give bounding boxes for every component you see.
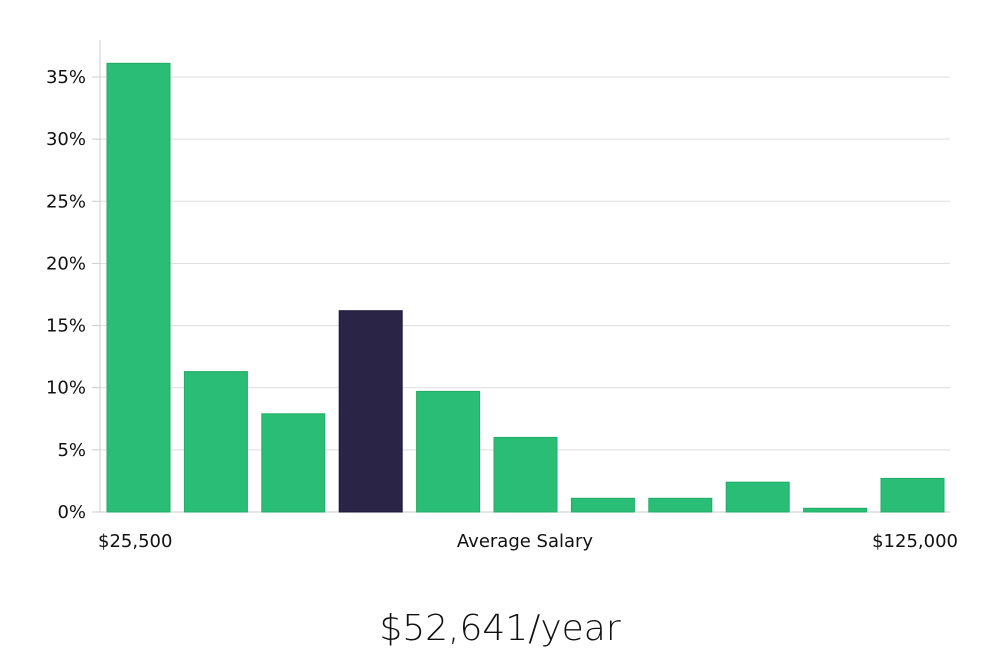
y-tick-label: 20% <box>46 253 86 274</box>
bars <box>106 62 945 513</box>
bar <box>803 507 868 513</box>
y-tick-label: 5% <box>57 440 86 461</box>
y-tick-label: 0% <box>57 502 86 523</box>
bar <box>106 62 171 513</box>
bar <box>493 436 558 513</box>
x-max-label: $125,000 <box>872 531 958 552</box>
bar <box>880 477 945 513</box>
y-tick-label: 10% <box>46 378 86 399</box>
y-tick-label: 25% <box>46 191 86 212</box>
y-tick-label: 30% <box>46 129 86 150</box>
y-tick-label: 35% <box>46 67 86 88</box>
bar <box>570 497 635 513</box>
bar <box>416 390 481 513</box>
y-tick-label: 15% <box>46 316 86 337</box>
bar-highlighted <box>338 310 403 513</box>
bar <box>648 497 713 513</box>
y-axis-ticks: 0% 5% 10% 15% 20% 25% 30% 35% <box>46 67 100 523</box>
bar <box>183 371 248 513</box>
bar <box>261 413 326 513</box>
x-min-label: $25,500 <box>98 531 172 552</box>
average-salary-headline: $52,641/year <box>379 608 621 649</box>
salary-histogram: 0% 5% 10% 15% 20% 25% 30% 35% $25,500 Average S… <box>46 40 958 552</box>
x-axis-title: Average Salary <box>457 531 594 552</box>
bar <box>725 481 790 513</box>
